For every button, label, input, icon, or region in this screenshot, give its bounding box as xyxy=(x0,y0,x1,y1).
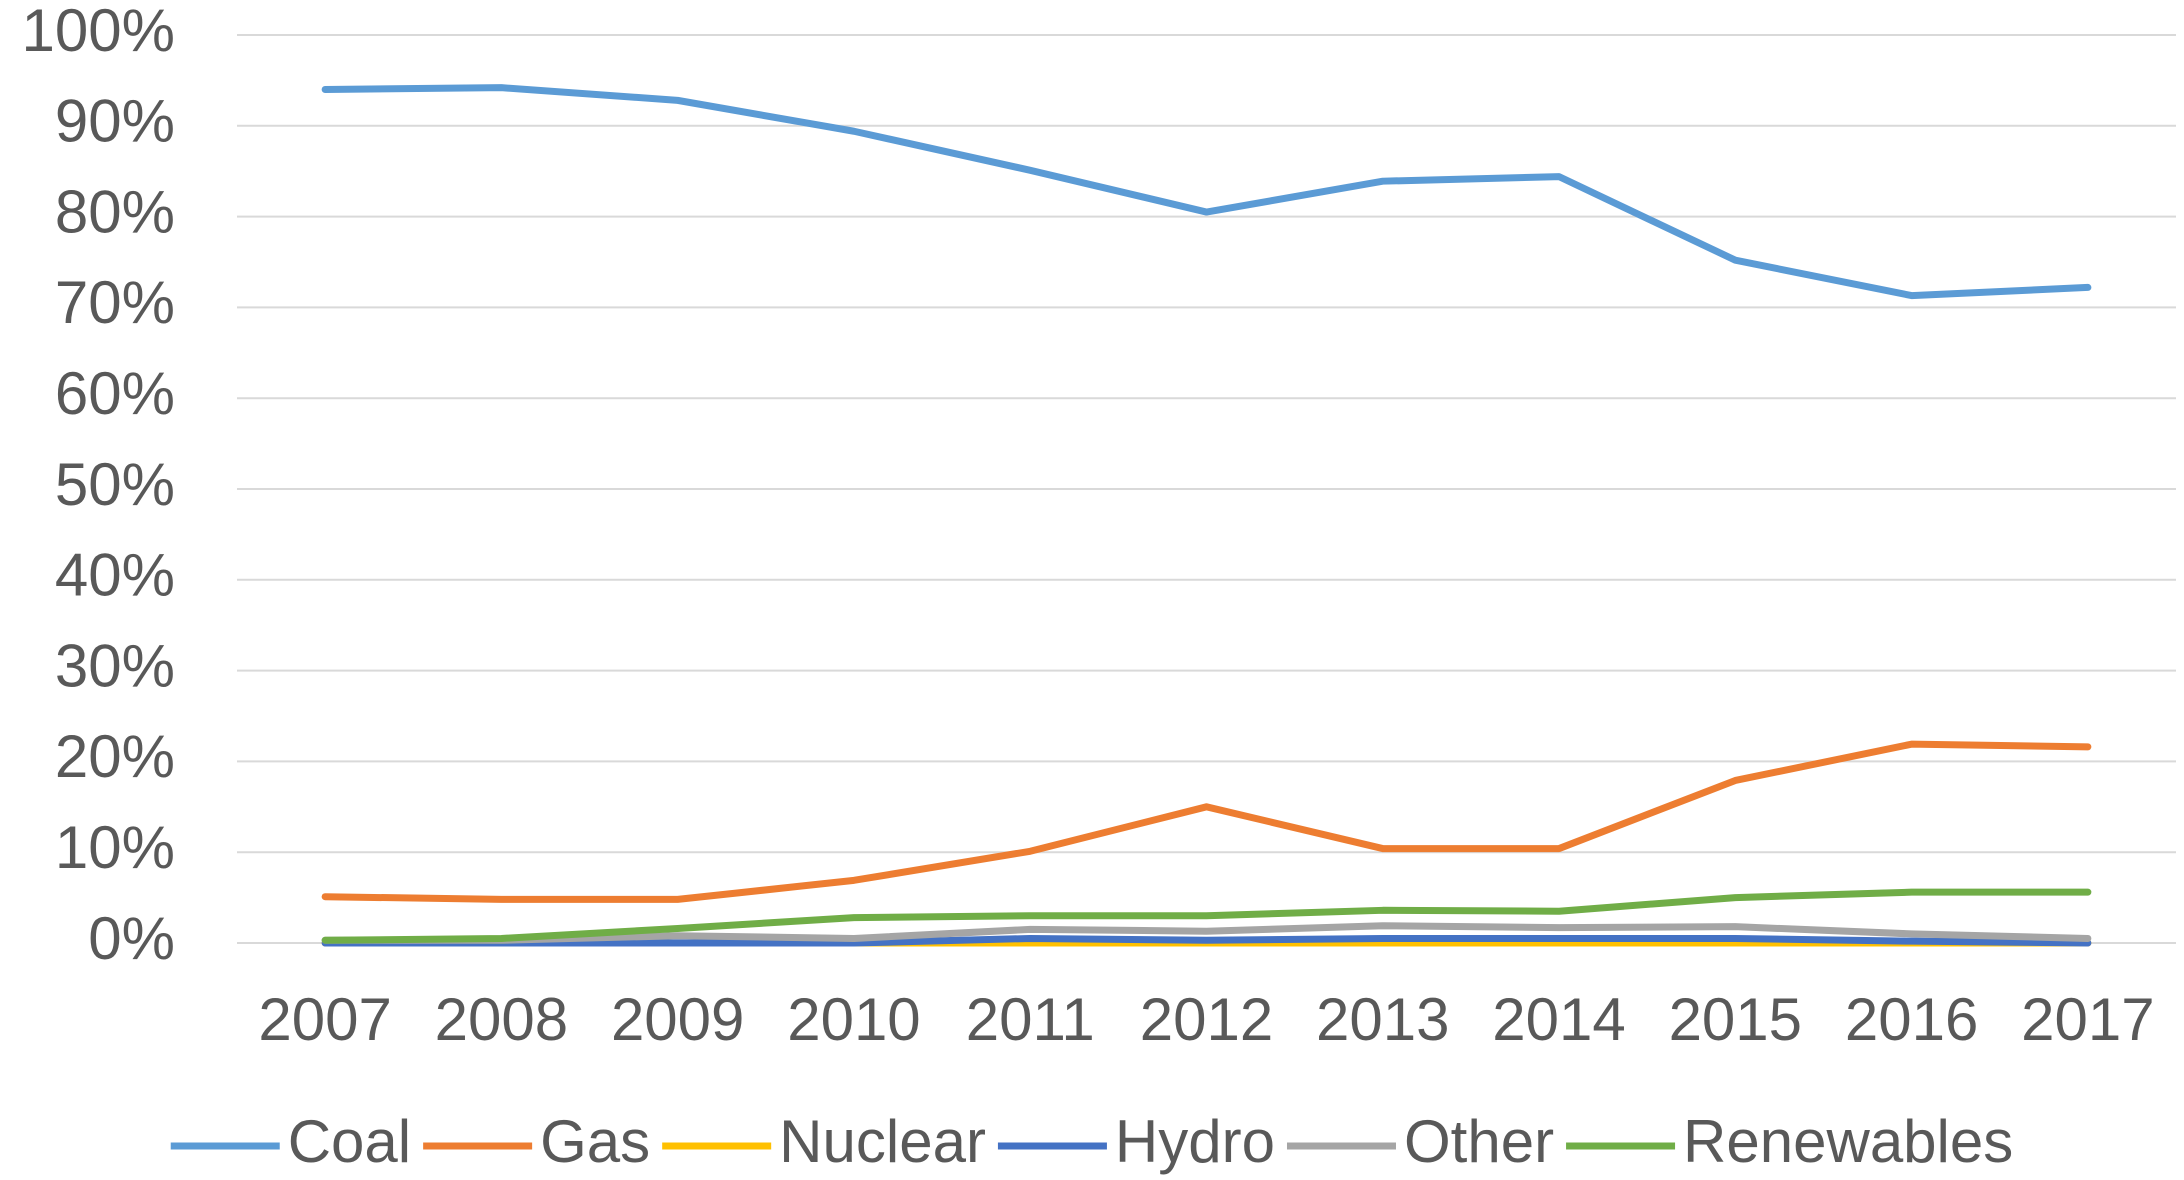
y-tick-label: 70% xyxy=(55,269,175,336)
x-tick-label: 2007 xyxy=(258,986,391,1053)
legend-label: Other xyxy=(1404,1108,1554,1175)
x-tick-label: 2014 xyxy=(1492,986,1625,1053)
series-line xyxy=(321,740,2092,903)
y-tick-label: 10% xyxy=(55,814,175,881)
y-tick-label: 0% xyxy=(88,905,175,972)
x-tick-label: 2013 xyxy=(1316,986,1449,1053)
x-tick-label: 2011 xyxy=(966,986,1095,1053)
legend-label: Coal xyxy=(288,1108,411,1175)
legend-label: Nuclear xyxy=(779,1108,986,1175)
y-tick-label: 60% xyxy=(55,360,175,427)
y-tick-label: 30% xyxy=(55,632,175,699)
x-tick-label: 2017 xyxy=(2021,986,2154,1053)
x-tick-label: 2015 xyxy=(1669,986,1802,1053)
x-tick-label: 2016 xyxy=(1845,986,1978,1053)
y-tick-label: 20% xyxy=(55,723,175,790)
y-tick-label: 90% xyxy=(55,88,175,155)
series-line xyxy=(321,922,2092,944)
y-tick-label: 80% xyxy=(55,178,175,245)
legend-label: Hydro xyxy=(1115,1108,1275,1175)
legend-label: Renewables xyxy=(1683,1108,2013,1175)
x-tick-label: 2009 xyxy=(611,986,744,1053)
series-line xyxy=(321,934,2092,947)
series-line xyxy=(321,84,2092,300)
y-tick-label: 40% xyxy=(55,542,175,609)
x-tick-label: 2010 xyxy=(787,986,920,1053)
x-tick-label: 2012 xyxy=(1140,986,1273,1053)
legend-label: Gas xyxy=(540,1108,650,1175)
y-tick-label: 50% xyxy=(55,451,175,518)
x-tick-label: 2008 xyxy=(435,986,568,1053)
series-line xyxy=(321,888,2092,944)
y-tick-label: 100% xyxy=(22,0,175,64)
